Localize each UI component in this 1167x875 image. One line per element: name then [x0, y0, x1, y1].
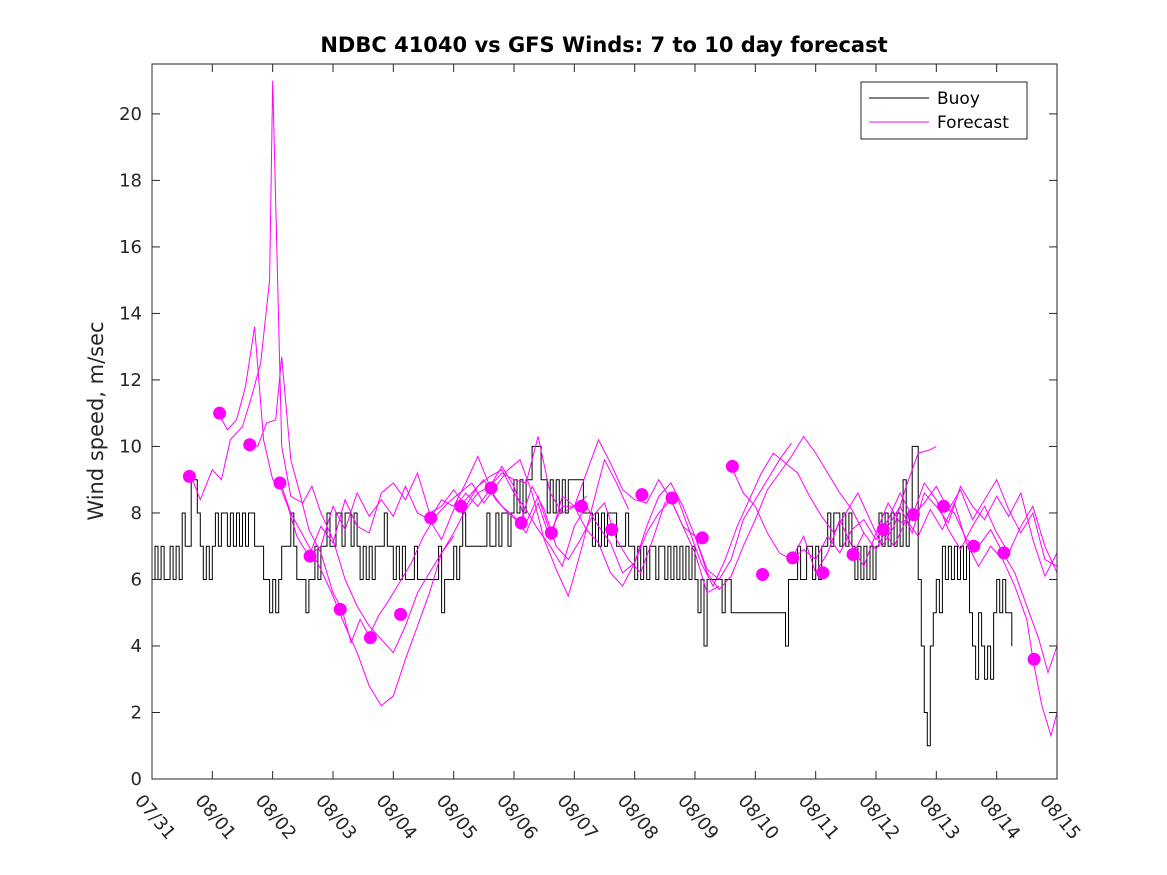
- legend-forecast-label: Forecast: [937, 113, 1009, 133]
- forecast-marker: [363, 631, 377, 645]
- y-tick-label: 8: [131, 503, 142, 524]
- forecast-marker: [514, 516, 528, 530]
- forecast-marker: [213, 406, 227, 420]
- forecast-marker: [424, 511, 438, 525]
- forecast-marker: [544, 526, 558, 540]
- forecast-marker: [303, 549, 317, 563]
- forecast-marker: [937, 499, 951, 513]
- y-axis: 0 2 4 6 8 10 12 14 16 18 20: [119, 104, 1057, 790]
- y-tick-label: 10: [119, 436, 142, 457]
- forecast-marker: [846, 548, 860, 562]
- legend: Buoy Forecast: [860, 81, 1028, 140]
- forecast-marker: [756, 567, 770, 581]
- forecast-marker: [605, 523, 619, 537]
- forecast-marker: [786, 551, 800, 565]
- forecast-marker: [635, 488, 649, 502]
- forecast-marker: [182, 469, 196, 483]
- y-tick-label: 16: [119, 237, 142, 258]
- forecast-series: [190, 80, 1058, 738]
- forecast-marker: [394, 607, 408, 621]
- y-axis-label: Wind speed, m/sec: [84, 321, 108, 520]
- y-tick-label: 4: [131, 636, 142, 657]
- forecast-marker: [725, 459, 739, 473]
- y-tick-label: 14: [119, 303, 142, 324]
- forecast-line: [248, 356, 630, 645]
- chart-title: NDBC 41040 vs GFS Winds: 7 to 10 day for…: [320, 33, 887, 57]
- legend-box: [860, 81, 1028, 140]
- forecast-marker: [273, 476, 287, 490]
- y-tick-label: 6: [131, 569, 142, 590]
- y-tick-label: 0: [131, 769, 142, 790]
- forecast-line: [459, 445, 937, 588]
- legend-buoy-label: Buoy: [937, 89, 980, 109]
- y-tick-label: 18: [119, 170, 142, 191]
- forecast-marker: [816, 566, 830, 580]
- forecast-marker: [484, 481, 498, 495]
- forecast-markers: [182, 406, 1041, 666]
- forecast-marker: [1027, 652, 1041, 666]
- forecast-marker: [967, 539, 981, 553]
- forecast-marker: [906, 508, 920, 522]
- forecast-line: [881, 501, 1058, 738]
- forecast-marker: [997, 546, 1011, 560]
- forecast-marker: [333, 602, 347, 616]
- forecast-marker: [665, 491, 679, 505]
- forecast-line: [791, 478, 1058, 567]
- forecast-line: [190, 80, 455, 654]
- y-tick-label: 12: [119, 370, 142, 391]
- y-tick-label: 2: [131, 702, 142, 723]
- forecast-marker: [695, 531, 709, 545]
- forecast-line: [308, 442, 792, 581]
- forecast-line: [278, 438, 720, 594]
- forecast-marker: [876, 523, 890, 537]
- plot-frame: [151, 63, 1058, 780]
- forecast-line: [217, 326, 587, 707]
- forecast-line: [730, 466, 1058, 574]
- forecast-marker: [575, 499, 589, 513]
- forecast-marker: [454, 499, 468, 513]
- y-tick-label: 20: [119, 104, 142, 125]
- forecast-marker: [243, 438, 257, 452]
